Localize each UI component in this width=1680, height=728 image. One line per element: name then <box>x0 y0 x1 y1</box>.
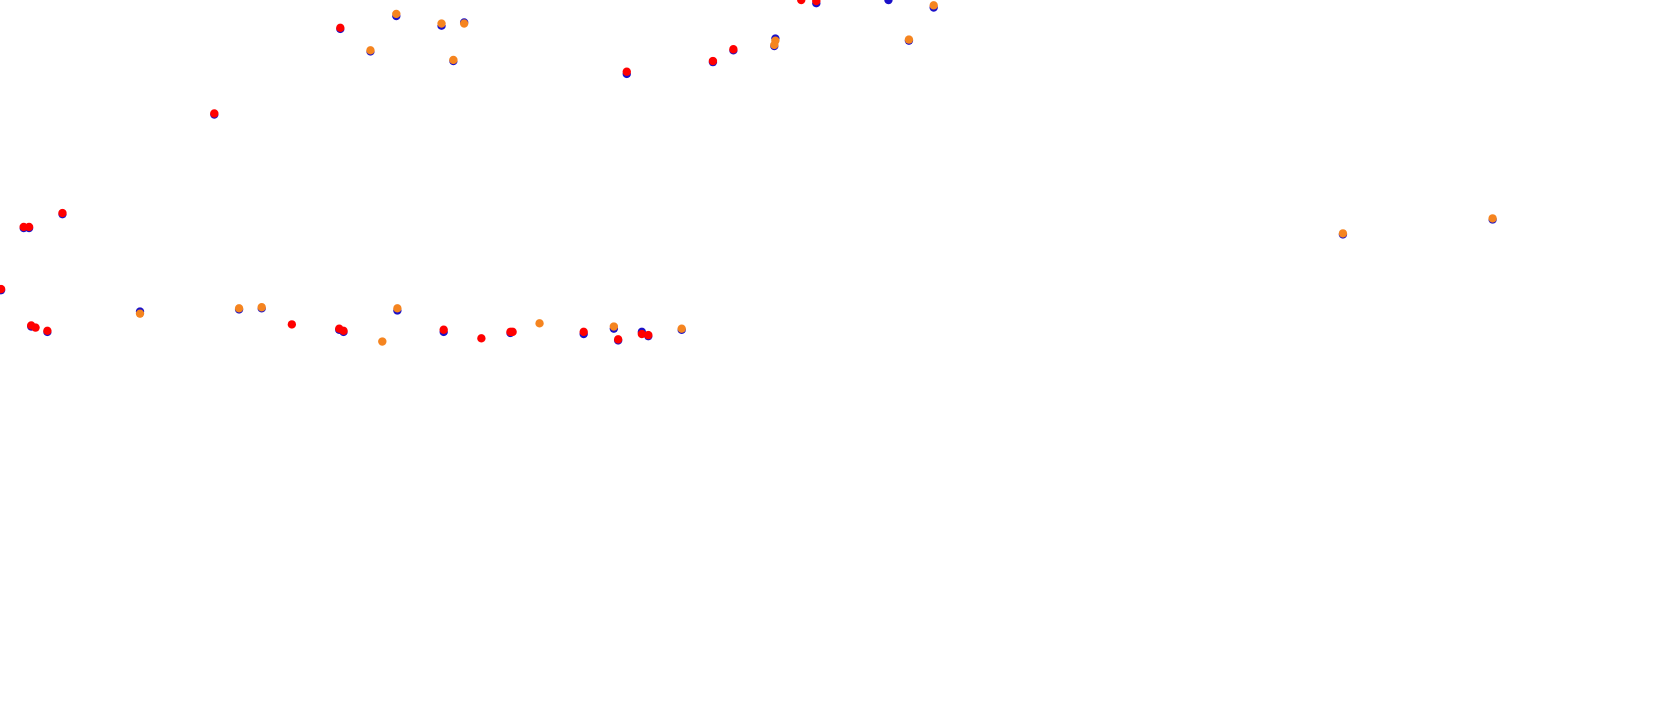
point <box>366 46 375 55</box>
point <box>393 304 402 313</box>
point <box>31 323 40 332</box>
point <box>437 19 446 28</box>
point <box>477 334 486 343</box>
point <box>677 324 686 333</box>
point <box>439 325 448 334</box>
point <box>43 326 52 336</box>
point <box>234 304 244 313</box>
point <box>336 23 345 33</box>
point <box>287 320 297 329</box>
point <box>812 0 821 6</box>
point <box>0 284 6 294</box>
point <box>613 335 623 344</box>
point <box>579 327 588 337</box>
point <box>508 327 517 337</box>
point <box>622 67 631 76</box>
point <box>535 319 544 328</box>
point <box>884 0 893 5</box>
point <box>708 56 718 66</box>
point <box>135 309 145 318</box>
point <box>729 45 738 54</box>
point <box>449 55 458 65</box>
point <box>378 337 387 346</box>
point <box>210 109 219 118</box>
point <box>1488 214 1497 223</box>
point <box>24 222 34 232</box>
point <box>257 303 266 312</box>
point <box>637 329 647 339</box>
point <box>392 9 401 19</box>
point <box>770 40 779 50</box>
point <box>1338 229 1348 238</box>
point <box>339 326 348 336</box>
point <box>797 0 806 5</box>
point <box>904 35 914 44</box>
point <box>459 19 469 28</box>
point <box>644 330 653 340</box>
point <box>58 208 67 218</box>
point <box>609 322 619 331</box>
point <box>929 1 938 10</box>
